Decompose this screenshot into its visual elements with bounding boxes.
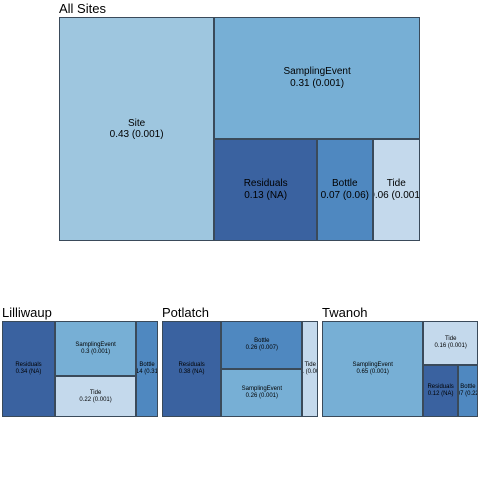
tile-value-label: 0.43 (0.001): [109, 129, 164, 140]
treemap-tile-residuals: Residuals 0.12 (NA): [423, 364, 458, 417]
tile-label: Residuals: [427, 384, 454, 391]
treemap-panel-twanoh: Twanoh SamplingEvent 0.65 (0.001) Tide 0.16 …: [322, 301, 478, 417]
tile-label: Bottle: [460, 384, 476, 391]
tile-value-label: 0.22 (0.001): [79, 396, 112, 403]
panel-title: Twanoh: [322, 305, 368, 320]
tile-label: Residuals: [15, 362, 42, 369]
tile-label: Site: [127, 117, 146, 129]
treemap-panel-all-sites: All Sites Site 0.43 (0.001) SamplingEvent 0.…: [59, 0, 420, 241]
treemap-area: Residuals 0.34 (NA) SamplingEvent 0.3 (0.00…: [2, 321, 158, 417]
treemap-area: Residuals 0.38 (NA) Bottle 0.26 (0.007) Samp…: [162, 321, 318, 417]
tile-label: SamplingEvent: [283, 66, 351, 78]
treemap-tile-residuals: Residuals 0.13 (NA): [214, 138, 318, 241]
treemap-tile-residuals: Residuals 0.38 (NA): [162, 321, 222, 417]
tile-label: Bottle: [139, 362, 155, 369]
treemap-tile-samplingevent: SamplingEvent 0.3 (0.001): [55, 321, 137, 377]
tile-label: Residuals: [243, 178, 288, 190]
treemap-panel-potlatch: Potlatch Residuals 0.38 (NA) Bottle 0.26 (0.…: [162, 301, 318, 417]
treemap-area: SamplingEvent 0.65 (0.001) Tide 0.16 (0.001…: [322, 321, 478, 417]
tile-label: Bottle: [254, 338, 270, 345]
tile-value-label: 0.14 (0.313): [136, 369, 158, 375]
tile-value-label: 0.26 (0.001): [245, 393, 278, 399]
tile-value-label: 0.31 (0.001): [290, 77, 345, 89]
treemap-tile-site: Site 0.43 (0.001): [59, 17, 215, 241]
tile-label: Tide: [304, 362, 316, 369]
tile-value-label: 0.16 (0.001): [434, 342, 467, 349]
tile-label: Bottle: [332, 178, 358, 190]
treemap-tile-samplingevent: SamplingEvent 0.26 (0.001): [221, 369, 303, 417]
treemap-tile-residuals: Residuals 0.34 (NA): [2, 321, 56, 417]
tile-value-label: 0.13 (NA): [244, 189, 288, 201]
treemap-panel-lilliwaup: Lilliwaup Residuals 0.34 (NA) SamplingEvent…: [2, 301, 158, 417]
tile-value-label: 0.12 (NA): [427, 390, 454, 397]
treemap-tile-samplingevent: SamplingEvent 0.65 (0.001): [322, 321, 424, 417]
treemap-tile-tide: Tide 0.22 (0.001): [55, 376, 137, 417]
tile-value-label: 0.26 (0.007): [245, 345, 278, 351]
treemap-tile-bottle: Bottle 0.26 (0.007): [221, 321, 303, 369]
treemap-tile-tide: Tide 0.16 (0.001): [423, 321, 478, 365]
tile-label: Tide: [444, 336, 457, 343]
treemap-tile-bottle: Bottle 0.07 (0.06): [317, 138, 373, 241]
tile-value-label: 0.34 (NA): [15, 369, 42, 375]
tile-value-label: 0.38 (NA): [178, 369, 205, 375]
tile-value-label: 0.65 (0.001): [356, 369, 389, 375]
panel-title: Lilliwaup: [2, 305, 52, 320]
tile-value-label: 0.3 (0.001): [81, 348, 111, 355]
tile-value-label: 0.07 (0.221): [459, 390, 477, 397]
tile-label: Residuals: [178, 362, 205, 369]
tile-value-label: 0.07 (0.06): [320, 189, 369, 201]
panel-title: All Sites: [59, 1, 106, 16]
tile-value-label: 0.1 (0.001): [303, 369, 317, 375]
treemap-area: Site 0.43 (0.001) SamplingEvent 0.31 (0.001…: [59, 17, 420, 241]
treemap-tile-samplingevent: SamplingEvent 0.31 (0.001): [214, 17, 420, 139]
tile-label: Tide: [89, 389, 102, 396]
tile-value-label: 0.06 (0.001): [374, 189, 420, 201]
tile-label: Tide: [386, 178, 406, 190]
tile-label: SamplingEvent: [241, 386, 282, 393]
panel-title: Potlatch: [162, 305, 209, 320]
tile-label: SamplingEvent: [352, 362, 393, 369]
tile-label: SamplingEvent: [75, 341, 116, 348]
